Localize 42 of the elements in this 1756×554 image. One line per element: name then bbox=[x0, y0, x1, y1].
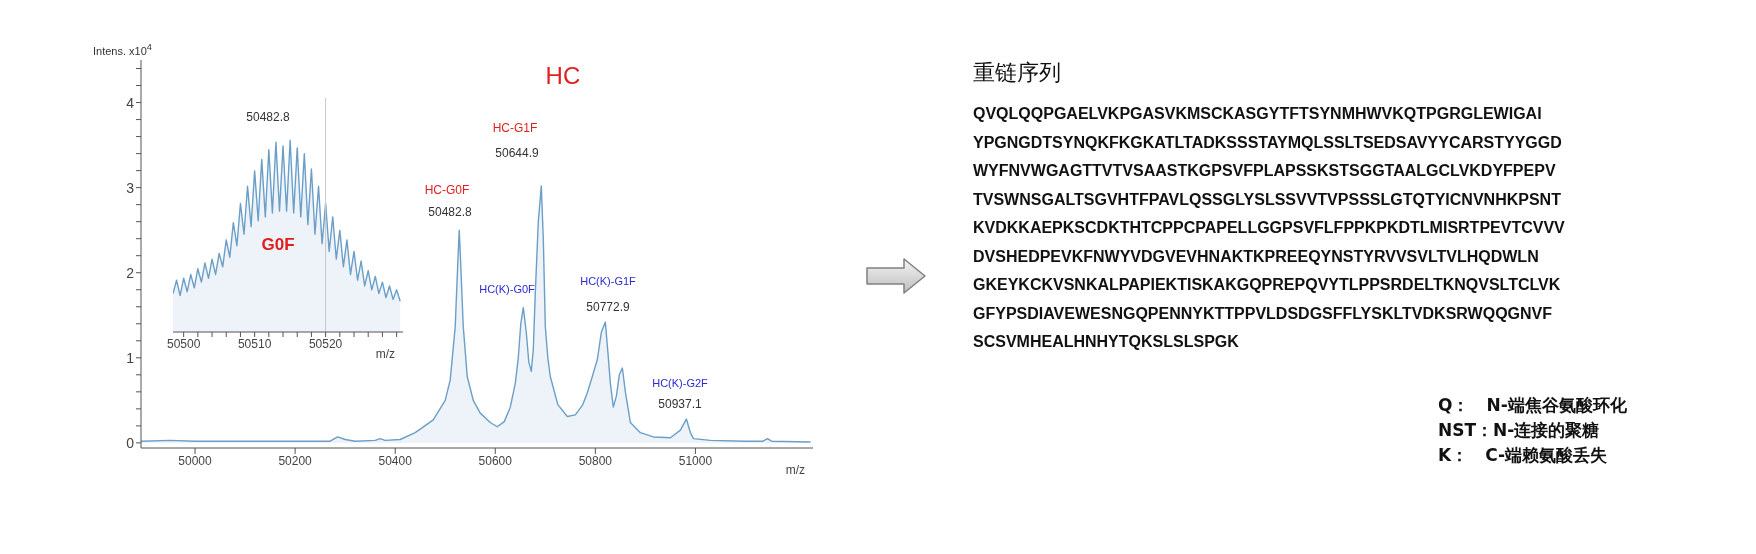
annotation: HC-G1F bbox=[492, 121, 538, 135]
text: 重链序列 bbox=[973, 59, 1062, 87]
text: GKEYKCKVSNKALPAPIEKTISKAKGQPREPQVYTLPPSRDELTKNQVSLTCLVK bbox=[973, 275, 1562, 295]
y-tick-label: 1 bbox=[126, 349, 135, 366]
text: SCSVMHEALHNHYTQKSLSLSPGK bbox=[973, 332, 1240, 352]
text: YPGNGDTSYNQKFKGKATLTADKSSSTAYMQLSSLTSEDSAVYYCARSTYYGGD bbox=[973, 132, 1563, 153]
text: KVDKKAEPKSCDKTHTCPPCPAPELLGGPSVFLFPPKPKDTLMISRTPEVTCVVV bbox=[973, 218, 1565, 238]
text: NST：N-连接的聚糖 bbox=[1438, 419, 1601, 442]
annotation: 50482.8 bbox=[246, 110, 290, 124]
annotation: G0F bbox=[261, 235, 295, 255]
chart-title: HC bbox=[545, 62, 581, 90]
x-tick-label: 50000 bbox=[178, 453, 213, 468]
annotation: 50772.9 bbox=[586, 300, 630, 314]
y-axis-title: Intens. x10$^{4}$ bbox=[93, 42, 152, 57]
x-tick-label: 51000 bbox=[678, 453, 713, 468]
y-tick-label: 2 bbox=[126, 264, 135, 281]
text: K： C-端赖氨酸丢失 bbox=[1438, 444, 1609, 467]
annotation: HC(K)-G1F bbox=[580, 275, 636, 287]
x-axis-title: m/z bbox=[785, 463, 805, 477]
text: DVSHEDPEVKFNWYVDGVEVHNAKTKPREEQYNSTYRVVSVLTVLHQDWLN bbox=[973, 246, 1540, 267]
annotation: 50644.9 bbox=[495, 146, 539, 160]
annotation: HC(K)-G2F bbox=[652, 377, 708, 389]
x-tick-label: 50800 bbox=[578, 453, 613, 468]
x-tick-label: 50510 bbox=[237, 336, 272, 351]
x-tick-label: 50200 bbox=[278, 453, 313, 468]
text: Q： N-端焦谷氨酸环化 bbox=[1438, 394, 1627, 417]
x-axis-title: m/z bbox=[375, 347, 395, 361]
annotation: HC(K)-G0F bbox=[479, 283, 535, 295]
text: TVSWNSGALTSGVHTFPAVLQSSGLYSLSSVVTVPSSSLGTQTYICNVNHKPSNT bbox=[973, 189, 1562, 210]
x-tick-label: 50500 bbox=[166, 336, 201, 351]
text: WYFNVWGAGTTVTVSAASTKGPSVFPLAPSSKSTSGGTAALGCLVKDYFPEPV bbox=[973, 161, 1557, 181]
text: GFYPSDIAVEWESNGQPENNYKTTPPVLDSDGSFFLYSKLTVDKSRWQQGNVF bbox=[973, 303, 1553, 324]
text: QVQLQQPGAELVKPGASVKMSCKASGYTFTSYNMHWVKQTPGRGLEWIGAI bbox=[973, 104, 1543, 124]
x-tick-label: 50520 bbox=[308, 336, 343, 351]
x-tick-label: 50600 bbox=[478, 453, 513, 468]
y-tick-label: 0 bbox=[126, 434, 135, 451]
annotation: 50482.8 bbox=[428, 205, 472, 219]
annotation: 50937.1 bbox=[658, 397, 702, 411]
annotation: HC-G0F bbox=[424, 183, 470, 197]
y-tick-label: 4 bbox=[126, 94, 135, 111]
y-tick-label: 3 bbox=[126, 179, 135, 196]
x-tick-label: 50400 bbox=[378, 453, 413, 468]
